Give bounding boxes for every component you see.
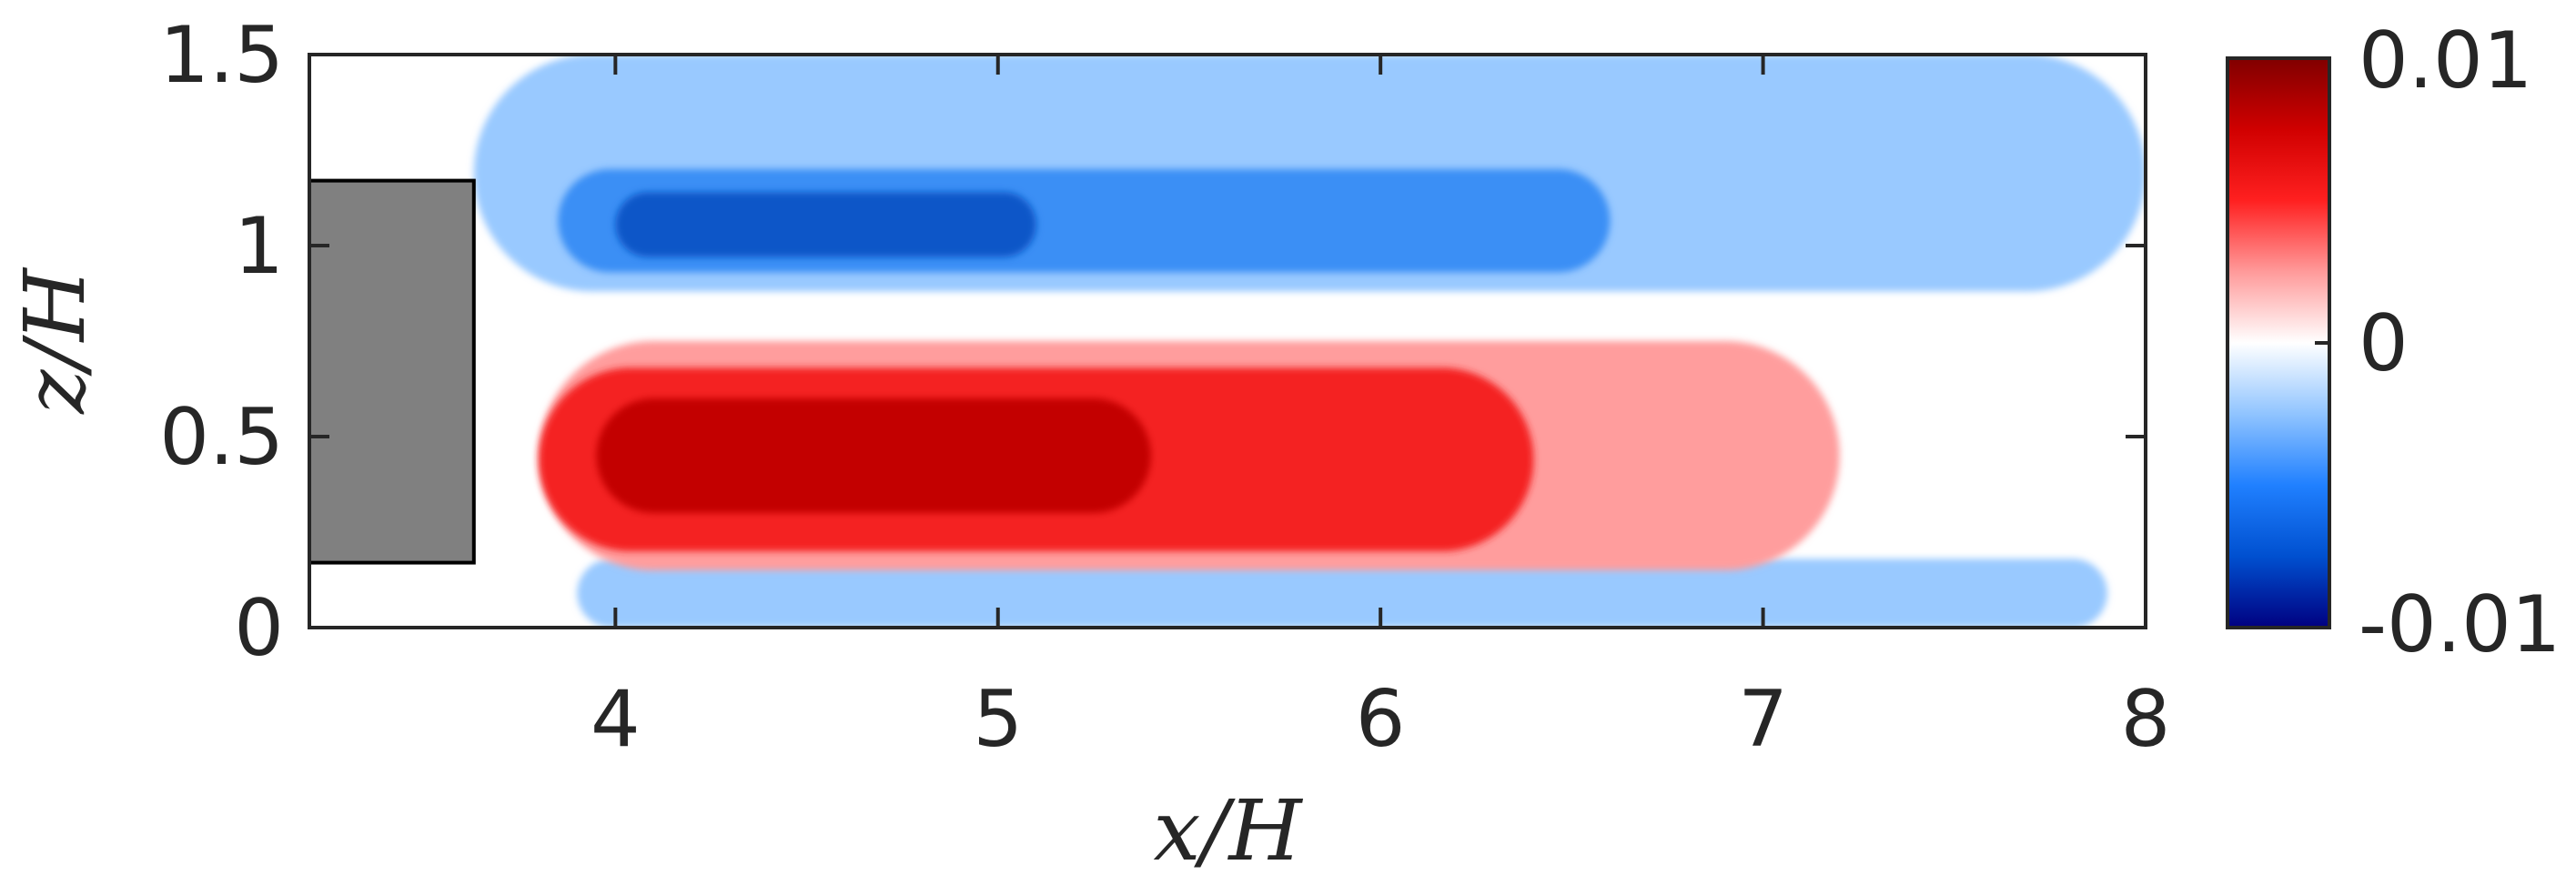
x-axis-label: x/H: [1153, 782, 1303, 880]
x-tick-label: 4: [591, 674, 641, 765]
plot-area: [308, 53, 2147, 629]
y-tick-label: 0.5: [159, 392, 284, 483]
contour-region-weak-negative: [577, 558, 2107, 628]
x-tick-label: 7: [1738, 674, 1788, 765]
x-tick-label: 6: [1356, 674, 1406, 765]
plot-frame: [308, 53, 2147, 629]
y-tick-label: 1.5: [159, 10, 284, 101]
obstacle-block: [308, 178, 476, 565]
colorbar-tick-label: 0.01: [2359, 15, 2532, 106]
y-axis-ticks: 0 0.5 1 1.5: [159, 10, 2146, 674]
y-axis-label: z/H: [6, 266, 104, 414]
colorbar-tick-label: 0: [2359, 298, 2409, 389]
x-axis-ticks: 4 5 6 7 8: [591, 55, 2170, 765]
colorbar-ticks: 0.01 0 -0.01: [2315, 15, 2561, 670]
contour-region-strong-positive: [596, 398, 1151, 513]
x-tick-label: 8: [2121, 674, 2171, 765]
y-tick-label: 1: [234, 201, 284, 292]
y-tick-label: 0: [234, 583, 284, 674]
contour-regions: [473, 55, 2146, 628]
colorbar-bar: [2226, 56, 2331, 629]
contour-region-strong-negative: [615, 192, 1036, 257]
colorbar: 0.01 0 -0.01: [2226, 15, 2561, 670]
colorbar-tick-label: -0.01: [2359, 579, 2561, 670]
x-tick-label: 5: [973, 674, 1023, 765]
